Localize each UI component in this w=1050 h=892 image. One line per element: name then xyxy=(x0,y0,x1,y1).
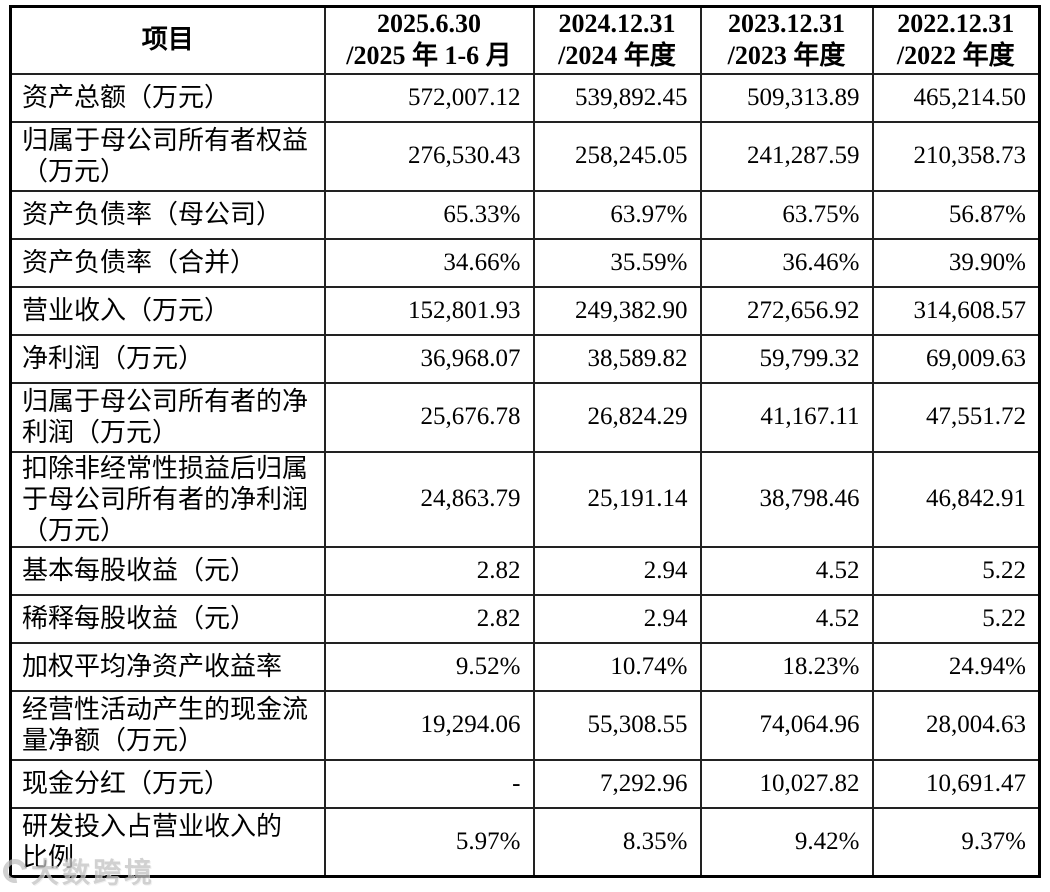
cell-value: 465,214.50 xyxy=(871,72,1041,123)
cell-value: 249,382.90 xyxy=(532,285,702,336)
cell-value: 41,167.11 xyxy=(699,381,874,453)
table-row-parent-equity: 归属于母公司所有者权益 （万元） 276,530.43 258,245.05 2… xyxy=(9,120,1041,192)
header-period-2022: 2022.12.31 /2022 年度 xyxy=(871,5,1041,75)
cell-value: 4.52 xyxy=(699,545,874,596)
header-period-2023: 2023.12.31 /2023 年度 xyxy=(699,5,874,75)
cell-value: 9.52% xyxy=(323,641,535,692)
cell-value: 24,863.79 xyxy=(323,450,535,548)
cell-value: 74,064.96 xyxy=(699,689,874,761)
row-label: 现金分红（万元） xyxy=(9,758,326,809)
row-label: 资产负债率（合并） xyxy=(9,237,326,288)
cell-value: 35.59% xyxy=(532,237,702,288)
cell-value: 36,968.07 xyxy=(323,333,535,384)
header-item: 项目 xyxy=(9,5,326,75)
table-row-weighted-roe: 加权平均净资产收益率 9.52% 10.74% 18.23% 24.94% xyxy=(9,641,1041,692)
cell-value: 8.35% xyxy=(532,806,702,878)
cell-value: 2.94 xyxy=(532,593,702,644)
row-label: 资产总额（万元） xyxy=(9,72,326,123)
table-row-revenue: 营业收入（万元） 152,801.93 249,382.90 272,656.9… xyxy=(9,285,1041,336)
cell-value: 539,892.45 xyxy=(532,72,702,123)
cell-value: 25,676.78 xyxy=(323,381,535,453)
cell-value: 9.37% xyxy=(871,806,1041,878)
cell-value: 509,313.89 xyxy=(699,72,874,123)
cell-value: 276,530.43 xyxy=(323,120,535,192)
table-row-debt-ratio-parent: 资产负债率（母公司） 65.33% 63.97% 63.75% 56.87% xyxy=(9,189,1041,240)
row-label: 归属于母公司所有者权益 （万元） xyxy=(9,120,326,192)
cell-value: 38,798.46 xyxy=(699,450,874,548)
cell-value: 59,799.32 xyxy=(699,333,874,384)
table-row-basic-eps: 基本每股收益（元） 2.82 2.94 4.52 5.22 xyxy=(9,545,1041,596)
header-row: 项目 2025.6.30 /2025 年 1-6 月 2024.12.31 /2… xyxy=(9,5,1041,75)
cell-value: 47,551.72 xyxy=(871,381,1041,453)
row-label: 营业收入（万元） xyxy=(9,285,326,336)
cell-value: 69,009.63 xyxy=(871,333,1041,384)
cell-value: 39.90% xyxy=(871,237,1041,288)
table-row-cash-dividend: 现金分红（万元） - 7,292.96 10,027.82 10,691.47 xyxy=(9,758,1041,809)
cell-value: 65.33% xyxy=(323,189,535,240)
cell-value: 10,691.47 xyxy=(871,758,1041,809)
cell-value: 5.22 xyxy=(871,593,1041,644)
row-label: 研发投入占营业收入的 比例 xyxy=(9,806,326,878)
cell-value: 4.52 xyxy=(699,593,874,644)
cell-value: 2.82 xyxy=(323,545,535,596)
row-label: 加权平均净资产收益率 xyxy=(9,641,326,692)
row-label: 资产负债率（母公司） xyxy=(9,189,326,240)
cell-value: 19,294.06 xyxy=(323,689,535,761)
cell-value: 7,292.96 xyxy=(532,758,702,809)
table-row-total-assets: 资产总额（万元） 572,007.12 539,892.45 509,313.8… xyxy=(9,72,1041,123)
cell-value: 272,656.92 xyxy=(699,285,874,336)
header-period-2024: 2024.12.31 /2024 年度 xyxy=(532,5,702,75)
cell-value: 572,007.12 xyxy=(323,72,535,123)
table-row-operating-cash-flow: 经营性活动产生的现金流 量净额（万元） 19,294.06 55,308.55 … xyxy=(9,689,1041,761)
table-row-deducted-net-profit: 扣除非经常性损益后归属 于母公司所有者的净利润 （万元） 24,863.79 2… xyxy=(9,450,1041,548)
cell-value: 63.75% xyxy=(699,189,874,240)
cell-value: 26,824.29 xyxy=(532,381,702,453)
row-label: 归属于母公司所有者的净 利润（万元） xyxy=(9,381,326,453)
table-row-rd-ratio: 研发投入占营业收入的 比例 5.97% 8.35% 9.42% 9.37% xyxy=(9,806,1041,878)
cell-value: 258,245.05 xyxy=(532,120,702,192)
cell-value: 9.42% xyxy=(699,806,874,878)
cell-value: 55,308.55 xyxy=(532,689,702,761)
cell-value: 56.87% xyxy=(871,189,1041,240)
cell-value: 63.97% xyxy=(532,189,702,240)
cell-value: 10,027.82 xyxy=(699,758,874,809)
row-label: 基本每股收益（元） xyxy=(9,545,326,596)
row-label: 净利润（万元） xyxy=(9,333,326,384)
table-row-net-profit: 净利润（万元） 36,968.07 38,589.82 59,799.32 69… xyxy=(9,333,1041,384)
financial-summary-table: 项目 2025.6.30 /2025 年 1-6 月 2024.12.31 /2… xyxy=(9,5,1041,878)
cell-value: 46,842.91 xyxy=(871,450,1041,548)
cell-value: 34.66% xyxy=(323,237,535,288)
cell-value: 36.46% xyxy=(699,237,874,288)
cell-value: 241,287.59 xyxy=(699,120,874,192)
cell-value: 10.74% xyxy=(532,641,702,692)
row-label: 经营性活动产生的现金流 量净额（万元） xyxy=(9,689,326,761)
cell-value: 24.94% xyxy=(871,641,1041,692)
table-row-diluted-eps: 稀释每股收益（元） 2.82 2.94 4.52 5.22 xyxy=(9,593,1041,644)
table-row-parent-net-profit: 归属于母公司所有者的净 利润（万元） 25,676.78 26,824.29 4… xyxy=(9,381,1041,453)
cell-value: 2.82 xyxy=(323,593,535,644)
cell-value: 5.22 xyxy=(871,545,1041,596)
cell-value: 152,801.93 xyxy=(323,285,535,336)
cell-value: 2.94 xyxy=(532,545,702,596)
cell-value: 38,589.82 xyxy=(532,333,702,384)
cell-value: 25,191.14 xyxy=(532,450,702,548)
row-label: 扣除非经常性损益后归属 于母公司所有者的净利润 （万元） xyxy=(9,450,326,548)
cell-value: 5.97% xyxy=(323,806,535,878)
cell-value: 28,004.63 xyxy=(871,689,1041,761)
table-row-debt-ratio-consolidated: 资产负债率（合并） 34.66% 35.59% 36.46% 39.90% xyxy=(9,237,1041,288)
cell-value: 18.23% xyxy=(699,641,874,692)
row-label: 稀释每股收益（元） xyxy=(9,593,326,644)
cell-value: 314,608.57 xyxy=(871,285,1041,336)
header-period-2025: 2025.6.30 /2025 年 1-6 月 xyxy=(323,5,535,75)
cell-value: 210,358.73 xyxy=(871,120,1041,192)
cell-value: - xyxy=(323,758,535,809)
